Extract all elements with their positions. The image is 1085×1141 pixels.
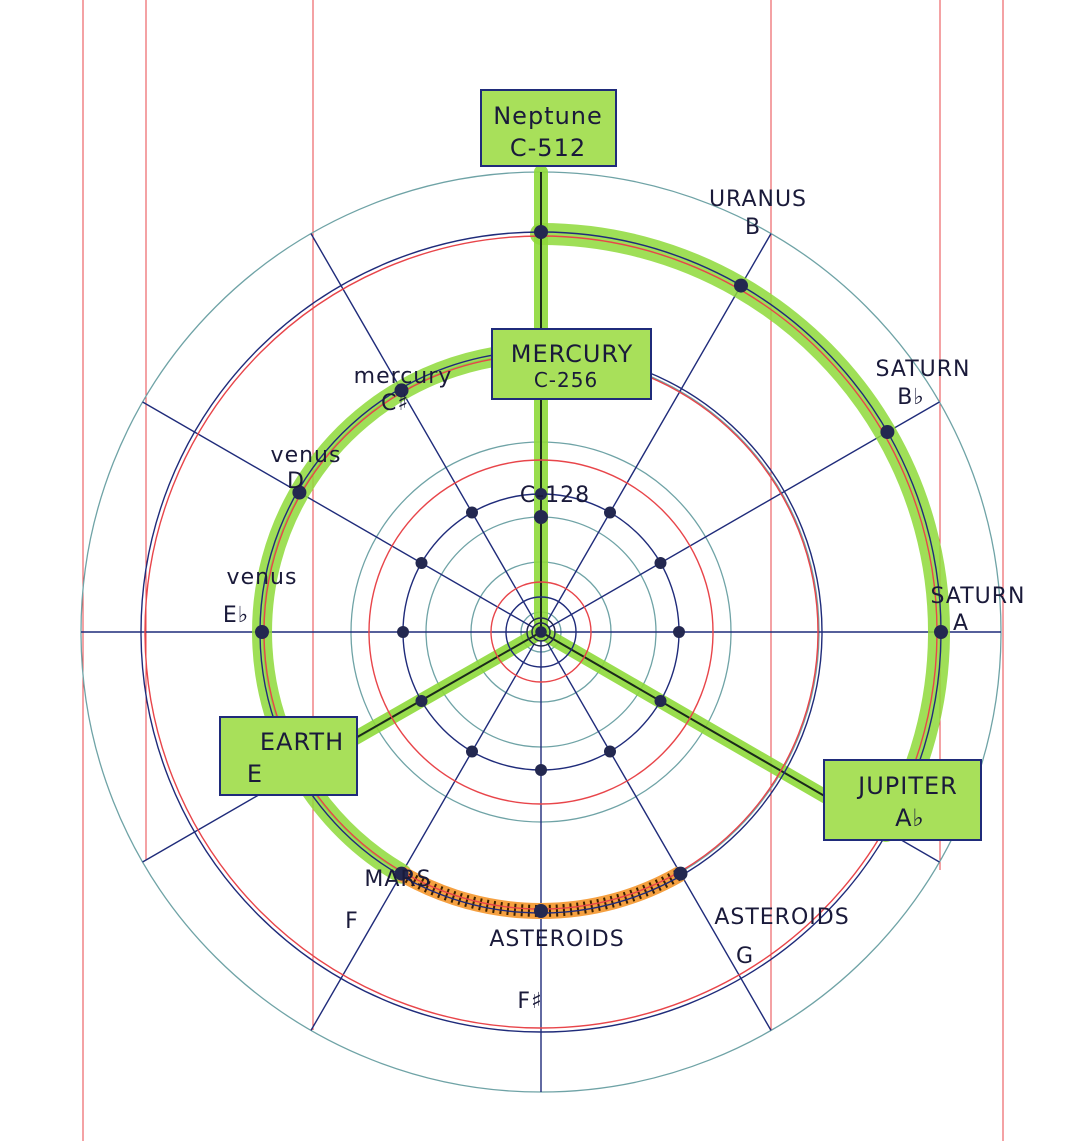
planet-dot <box>415 557 428 569</box>
jupiter-name: JUPITER <box>856 772 958 800</box>
planet-dot <box>673 626 685 638</box>
asteroids-center-name: ASTEROIDS <box>489 927 624 952</box>
planet-dot <box>535 764 547 776</box>
jupiter-box: JUPITER A♭ <box>823 759 982 841</box>
planet-dot <box>397 626 409 638</box>
center-note: C-128 <box>520 483 590 508</box>
saturn-lower-name: SATURN <box>931 584 1026 609</box>
venus-lower-note: E♭ <box>223 603 249 628</box>
center-rings <box>526 617 556 647</box>
planet-dot <box>292 485 307 500</box>
radial-spoke <box>142 401 542 633</box>
mercury-left-note: C♯ <box>381 391 409 416</box>
radial-spoke <box>310 233 542 633</box>
mercury-left-name: mercury <box>354 364 453 389</box>
planet-dot <box>535 488 547 500</box>
planet-dot <box>534 225 548 239</box>
saturn-upper-name: SATURN <box>876 357 971 382</box>
planet-dot <box>934 625 948 639</box>
radial-spoke <box>310 631 542 1031</box>
venus-lower-name: venus <box>227 565 298 590</box>
venus-upper-name: venus <box>271 443 342 468</box>
planet-dot <box>734 278 748 293</box>
neptune-name: Neptune <box>493 102 603 130</box>
uranus-name: URANUS <box>709 187 807 212</box>
planet-dot <box>534 904 548 918</box>
planet-dot <box>394 383 409 398</box>
planet-dot <box>604 745 616 758</box>
uranus-note: B <box>745 215 761 240</box>
radial-spoke <box>540 233 772 633</box>
earth-box: EARTH E <box>219 716 358 796</box>
planet-dot <box>654 557 667 569</box>
middle-green-arc <box>252 343 551 884</box>
asteroid-hatch-band <box>398 868 684 917</box>
planet-dot <box>673 866 688 881</box>
mercury-top-note: C-256 <box>534 368 598 392</box>
saturn-lower-note: A <box>953 611 969 636</box>
mars-name: MARS <box>364 867 431 892</box>
planet-dot <box>255 625 269 639</box>
earth-name: EARTH <box>260 728 344 756</box>
earth-note: E <box>247 760 263 788</box>
venus-upper-note: D <box>287 469 305 494</box>
red-guide-lines <box>82 0 1004 1141</box>
planet-dot <box>534 510 548 524</box>
saturn-upper-note: B♭ <box>897 385 924 410</box>
mars-note: F <box>345 909 359 934</box>
planet-dot <box>604 506 616 519</box>
radial-spoke <box>540 631 772 1031</box>
asteroids-right-name: ASTEROIDS <box>714 905 849 930</box>
planet-dot <box>466 506 478 519</box>
planet-dot <box>394 866 409 881</box>
planet-dot <box>415 695 428 707</box>
jupiter-note: A♭ <box>895 804 925 832</box>
neptune-box: Neptune C-512 <box>480 89 617 167</box>
asteroids-center-note: F♯ <box>517 989 542 1014</box>
mercury-top-box: MERCURY C-256 <box>491 328 652 400</box>
neptune-note: C-512 <box>510 134 586 162</box>
planet-dot <box>880 425 895 439</box>
free-labels: URANUS B SATURN B♭ SATURN A mercury C♯ v… <box>223 187 1026 1014</box>
asteroids-right-note: G <box>736 944 754 969</box>
planet-dot <box>654 695 667 707</box>
mercury-top-name: MERCURY <box>511 340 633 368</box>
planet-dot <box>466 745 478 758</box>
radial-spoke <box>540 401 940 633</box>
